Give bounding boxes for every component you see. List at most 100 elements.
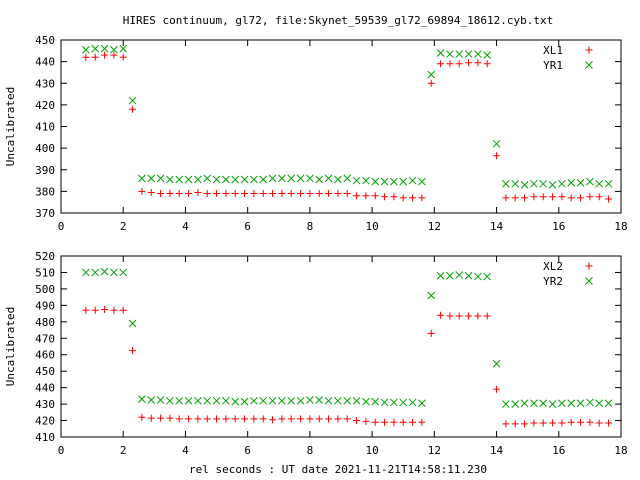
data-point: [138, 174, 146, 183]
data-point: [502, 420, 510, 428]
y-tick-label: 520: [35, 250, 55, 263]
legend-marker: [585, 262, 593, 270]
data-point: [287, 174, 296, 183]
data-point: [455, 60, 463, 68]
data-point: [287, 396, 296, 405]
data-point: [353, 192, 361, 200]
y-tick-label: 490: [35, 299, 55, 312]
data-point: [511, 194, 519, 202]
data-point: [539, 179, 548, 188]
data-point: [371, 418, 379, 426]
data-point: [110, 306, 118, 314]
data-point: [296, 396, 305, 405]
data-point: [306, 174, 314, 183]
data-point: [408, 176, 417, 185]
data-point: [185, 190, 193, 198]
data-point: [119, 53, 127, 61]
data-point: [91, 44, 100, 53]
data-point: [194, 415, 202, 423]
data-point: [446, 271, 454, 280]
data-point: [409, 418, 417, 426]
y-tick-label: 420: [35, 415, 55, 428]
data-point: [138, 413, 146, 421]
x-tick-label: 18: [614, 444, 627, 457]
legend-label: XL2: [543, 260, 563, 273]
data-point: [362, 417, 370, 425]
data-point: [548, 181, 557, 189]
y-tick-label: 410: [35, 121, 55, 134]
data-point: [82, 53, 90, 61]
data-point: [184, 396, 193, 405]
data-point: [502, 400, 510, 408]
top-panel: 370 380 390 400 410 420 430 440 450 0 2 4 6 8 10 12 14 16…: [4, 34, 628, 233]
data-point: [353, 417, 361, 425]
data-point: [521, 420, 529, 428]
data-point: [474, 50, 482, 58]
data-point: [605, 195, 613, 203]
series-yr2: [82, 267, 613, 408]
bottom-panel: 410 420 430 440 450 460 470 480 490 500 510 520 0 2 4 6…: [4, 250, 628, 457]
data-point: [296, 174, 305, 183]
y-tick-label: 430: [35, 398, 55, 411]
y-tick-label: 480: [35, 316, 55, 329]
data-point: [539, 399, 548, 408]
data-point: [324, 174, 333, 183]
data-point: [203, 174, 212, 183]
y-tick-label: 500: [35, 283, 55, 296]
data-point: [576, 178, 585, 187]
y-tick-label: 450: [35, 365, 55, 378]
y-axis-label: Uncalibrated: [4, 307, 17, 386]
x-tick-label: 12: [428, 220, 441, 233]
data-point: [511, 420, 519, 428]
x-tick-label: 18: [614, 220, 627, 233]
data-point: [101, 51, 109, 59]
data-point: [194, 175, 202, 184]
data-point: [287, 415, 295, 423]
data-point: [399, 418, 407, 426]
data-point: [558, 179, 566, 188]
data-point: [493, 152, 501, 160]
data-point: [474, 59, 482, 67]
data-point: [390, 418, 398, 426]
data-point: [390, 177, 398, 186]
data-point: [334, 415, 342, 423]
data-point: [147, 414, 155, 422]
data-point: [418, 418, 426, 426]
data-point: [334, 396, 342, 405]
data-point: [362, 176, 370, 185]
data-point: [493, 385, 501, 393]
plot-frame: [60, 255, 622, 438]
data-point: [576, 399, 585, 408]
data-point: [455, 271, 464, 279]
data-point: [222, 190, 230, 198]
data-point: [474, 312, 482, 320]
data-point: [259, 415, 267, 423]
data-point: [222, 175, 230, 184]
y-tick-label: 510: [35, 266, 55, 279]
data-point: [381, 193, 389, 201]
data-point: [362, 192, 370, 200]
data-point: [343, 190, 351, 198]
data-point: [147, 188, 155, 196]
data-point: [539, 419, 547, 427]
data-point: [549, 193, 557, 201]
data-point: [231, 415, 239, 423]
data-point: [156, 174, 165, 183]
chart-title: HIRES continuum, gl72, file:Skynet_59539…: [123, 14, 553, 27]
data-point: [399, 398, 408, 407]
data-point: [567, 194, 575, 202]
data-point: [409, 194, 417, 202]
data-point: [166, 414, 174, 422]
data-point: [91, 306, 99, 314]
data-point: [418, 399, 426, 408]
data-point: [315, 396, 324, 404]
data-point: [147, 174, 156, 183]
data-point: [427, 79, 435, 87]
y-tick-label: 430: [35, 77, 55, 90]
data-point: [483, 51, 492, 59]
data-point: [110, 268, 118, 277]
data-point: [595, 419, 603, 427]
data-point: [268, 174, 277, 183]
